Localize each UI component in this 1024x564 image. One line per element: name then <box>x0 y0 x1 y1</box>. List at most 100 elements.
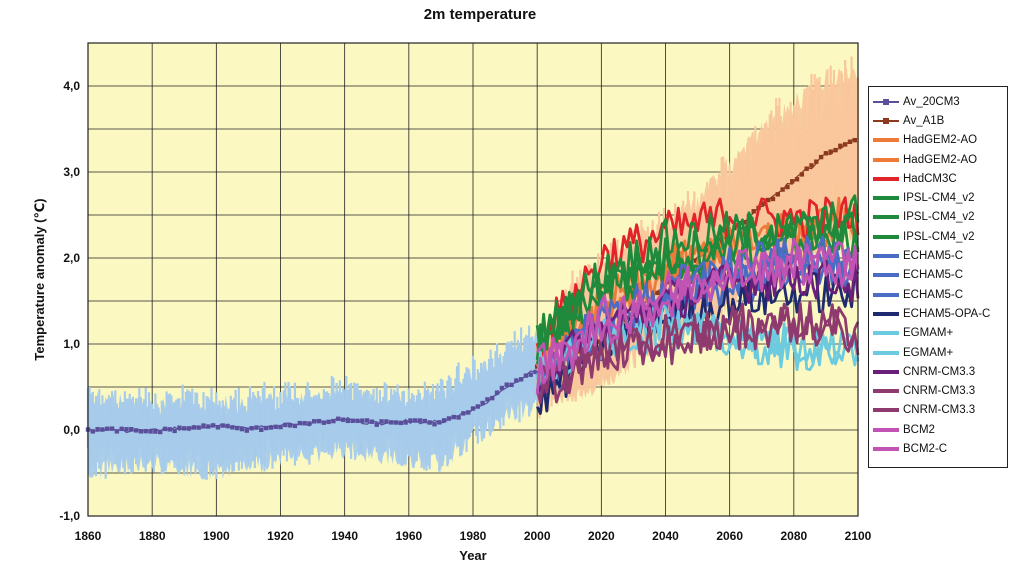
series-marker <box>374 422 379 427</box>
legend-label: IPSL-CM4_v2 <box>903 211 975 224</box>
series-marker <box>259 427 264 432</box>
legend-label: CNRM-CM3.3 <box>903 404 976 417</box>
x-tick-label: 2040 <box>652 529 679 543</box>
legend-label: Av_20CM3 <box>903 95 960 108</box>
legend-label: ECHAM5-OPA-C <box>903 307 991 320</box>
series-marker <box>297 420 302 426</box>
series-marker <box>90 429 96 434</box>
series-marker <box>833 147 838 153</box>
x-tick-label: 1880 <box>139 529 166 543</box>
x-tick-label: 1920 <box>267 529 294 543</box>
series-marker <box>809 163 814 168</box>
series-line <box>535 196 860 361</box>
series-marker <box>316 418 322 424</box>
x-tick-label: 1960 <box>395 529 422 543</box>
legend-item: CNRM-CM3.3 <box>873 381 1007 400</box>
series-marker <box>631 312 636 318</box>
legend-item: HadGEM2-AO <box>873 131 1007 150</box>
legend-swatch <box>873 384 899 398</box>
series-marker <box>504 382 509 387</box>
series-marker <box>814 159 819 164</box>
series-line <box>536 237 859 372</box>
series-marker <box>336 416 341 421</box>
y-axis-title: Temperature anomaly (℃) <box>32 198 47 360</box>
series-marker <box>828 149 833 154</box>
series-marker <box>799 172 805 177</box>
legend-label: EGMAM+ <box>903 346 954 359</box>
legend-item: CNRM-CM3.3 <box>873 362 1007 381</box>
series-marker <box>201 423 206 428</box>
legend-item: ECHAM5-C <box>873 246 1007 265</box>
series-marker <box>509 382 514 388</box>
series-marker <box>109 426 115 431</box>
series-marker <box>369 419 375 424</box>
series-marker <box>398 420 404 426</box>
series-marker <box>465 410 471 415</box>
legend-swatch <box>873 307 899 321</box>
tick-labels: 1860 1880 1900 1920 1940 1960 1980 2000 2020 2040… <box>59 79 871 543</box>
series-marker <box>355 418 360 424</box>
series-marker <box>292 423 298 429</box>
legend-item: HadCM3C <box>873 169 1007 188</box>
series-av-20cm3 <box>85 369 538 435</box>
legend-swatch <box>873 153 899 167</box>
series-marker <box>105 426 110 431</box>
legend-item: BCM2-C <box>873 439 1007 458</box>
series-marker <box>441 418 447 423</box>
series-marker <box>408 418 413 423</box>
series-marker <box>206 424 211 429</box>
legend-swatch <box>873 326 899 340</box>
series-marker <box>331 418 336 424</box>
series-marker <box>523 373 529 378</box>
series-marker <box>847 139 853 144</box>
y-tick-label: 2,0 <box>63 251 80 265</box>
x-tick-label: 1980 <box>460 529 487 543</box>
series-marker <box>360 418 365 423</box>
legend-swatch <box>873 230 899 244</box>
series-marker <box>215 425 221 430</box>
series-marker <box>499 385 505 391</box>
legend-label: IPSL-CM4_v2 <box>903 230 975 243</box>
y-tick-label: 3,0 <box>63 165 80 179</box>
series-marker <box>422 418 428 424</box>
series-marker <box>307 421 312 426</box>
series-marker <box>804 166 809 171</box>
y-tick-label: -1,0 <box>59 509 80 523</box>
x-tick-label: 2100 <box>845 529 872 543</box>
series-marker <box>818 154 824 160</box>
series-marker <box>528 372 533 377</box>
series-marker <box>114 429 120 434</box>
x-tick-label: 1940 <box>331 529 358 543</box>
series-marker <box>95 427 100 432</box>
series-marker <box>157 429 163 435</box>
legend-item: BCM2 <box>873 420 1007 439</box>
series-marker <box>427 420 432 425</box>
series-marker <box>249 426 254 431</box>
series-marker <box>765 197 771 203</box>
series-marker <box>287 423 293 428</box>
series-marker <box>326 419 331 425</box>
legend-item: EGMAM+ <box>873 324 1007 343</box>
series-marker <box>210 423 216 428</box>
series-marker <box>129 427 134 432</box>
legend-label: CNRM-CM3.3 <box>903 385 976 398</box>
series-line <box>535 244 860 395</box>
legend-item: IPSL-CM4_v2 <box>873 227 1007 246</box>
series-marker <box>480 400 485 406</box>
series-marker <box>133 428 139 433</box>
x-tick-label: 2060 <box>716 529 743 543</box>
series-line <box>535 302 860 405</box>
series-marker <box>485 397 490 402</box>
legend-swatch <box>873 249 899 263</box>
series-marker <box>470 406 476 411</box>
legend-label: Av_A1B <box>903 114 945 127</box>
legend-label: ECHAM5-C <box>903 250 964 263</box>
x-tick-label: 2080 <box>780 529 807 543</box>
legend-swatch <box>873 268 899 282</box>
x-tick-label: 1860 <box>75 529 102 543</box>
legend-item: Av_A1B <box>873 111 1007 130</box>
legend-item: Av_20CM3 <box>873 92 1007 111</box>
series-marker <box>321 420 327 425</box>
legend-item: EGMAM+ <box>873 343 1007 362</box>
